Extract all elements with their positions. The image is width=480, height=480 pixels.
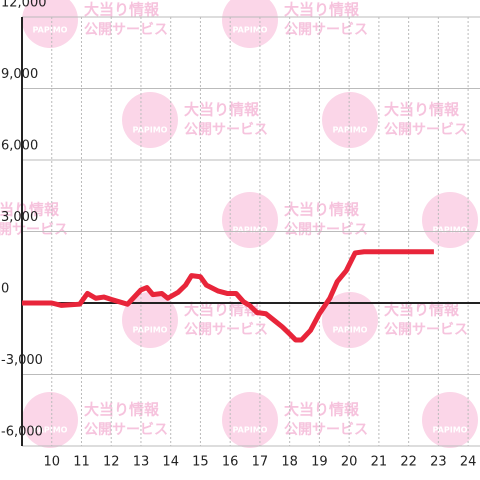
x-tick-label: 18 xyxy=(281,455,298,470)
watermark-subtitle: 公開サービス xyxy=(284,222,368,238)
series-line xyxy=(22,249,434,343)
watermark-logo xyxy=(422,392,478,448)
x-tick-label: 17 xyxy=(252,455,269,470)
y-tick-label: 3,000 xyxy=(1,210,38,225)
watermark-logo-text: PAPIMO xyxy=(133,326,168,335)
y-tick-label: 6,000 xyxy=(1,139,38,154)
watermark-logo xyxy=(222,0,278,48)
watermark-logo-text: PAPIMO xyxy=(33,426,68,435)
watermark-logo xyxy=(22,0,78,48)
watermark-subtitle: 公開サービス xyxy=(184,322,268,338)
watermark-logo-text: PAPIMO xyxy=(433,226,468,235)
watermark-logo xyxy=(222,392,278,448)
watermark-logo-text: PAPIMO xyxy=(33,26,68,35)
watermark-logo xyxy=(322,292,378,348)
watermark-logo xyxy=(22,392,78,448)
x-tick-label: 21 xyxy=(371,455,388,470)
watermark-title: 大当り情報 xyxy=(284,201,360,219)
y-tick-label: 0 xyxy=(1,282,9,297)
x-tick-label: 14 xyxy=(162,455,179,470)
watermark-subtitle: 公開サービス xyxy=(384,322,468,338)
watermark-subtitle: 公開サービス xyxy=(384,122,468,138)
watermark-logo-text: PAPIMO xyxy=(333,126,368,135)
watermark-subtitle: 公開サービス xyxy=(84,422,168,438)
foreground: 101112131415161718192021222324-6,000-3,0… xyxy=(1,0,480,470)
x-tick-label: 22 xyxy=(400,455,417,470)
x-tick-label: 19 xyxy=(311,455,328,470)
watermark-subtitle: 公開サービス xyxy=(0,222,68,238)
watermark-logo xyxy=(222,192,278,248)
x-tick-label: 20 xyxy=(341,455,358,470)
watermark-subtitle: 公開サービス xyxy=(284,22,368,38)
watermark-title: 大当り情報 xyxy=(184,301,260,319)
watermark-logo-text: PAPIMO xyxy=(133,126,168,135)
x-tick-label: 15 xyxy=(192,455,209,470)
grid xyxy=(22,16,480,447)
watermark-logo-text: PAPIMO xyxy=(233,426,268,435)
watermark-logo xyxy=(122,292,178,348)
x-tick-label: 12 xyxy=(103,455,120,470)
watermark-title: 大当り情報 xyxy=(284,401,360,419)
watermark-logo xyxy=(422,192,478,248)
watermark-title: 大当り情報 xyxy=(84,401,160,419)
watermark-title: 大当り情報 xyxy=(0,201,60,219)
watermark-logo xyxy=(322,92,378,148)
x-tick-label: 13 xyxy=(133,455,150,470)
y-tick-label: 12,000 xyxy=(1,0,47,11)
watermark-title: 大当り情報 xyxy=(84,1,160,19)
watermark-title: 大当り情報 xyxy=(284,1,360,19)
watermark-subtitle: 公開サービス xyxy=(284,422,368,438)
x-tick-label: 11 xyxy=(73,455,90,470)
watermark-logo-text: PAPIMO xyxy=(233,26,268,35)
x-tick-label: 16 xyxy=(222,455,239,470)
x-tick-label: 10 xyxy=(43,455,60,470)
watermark-logo-text: PAPIMO xyxy=(233,226,268,235)
watermark-title: 大当り情報 xyxy=(384,301,460,319)
watermark-title: 大当り情報 xyxy=(384,101,460,119)
watermark-logo xyxy=(122,92,178,148)
y-tick-label: 9,000 xyxy=(1,67,38,82)
watermark-subtitle: 公開サービス xyxy=(184,122,268,138)
x-tick-label: 24 xyxy=(460,455,477,470)
watermark-subtitle: 公開サービス xyxy=(84,22,168,38)
watermark-logo-text: PAPIMO xyxy=(333,326,368,335)
x-tick-label: 23 xyxy=(430,455,447,470)
watermark-title: 大当り情報 xyxy=(184,101,260,119)
watermark-logo-text: PAPIMO xyxy=(433,426,468,435)
